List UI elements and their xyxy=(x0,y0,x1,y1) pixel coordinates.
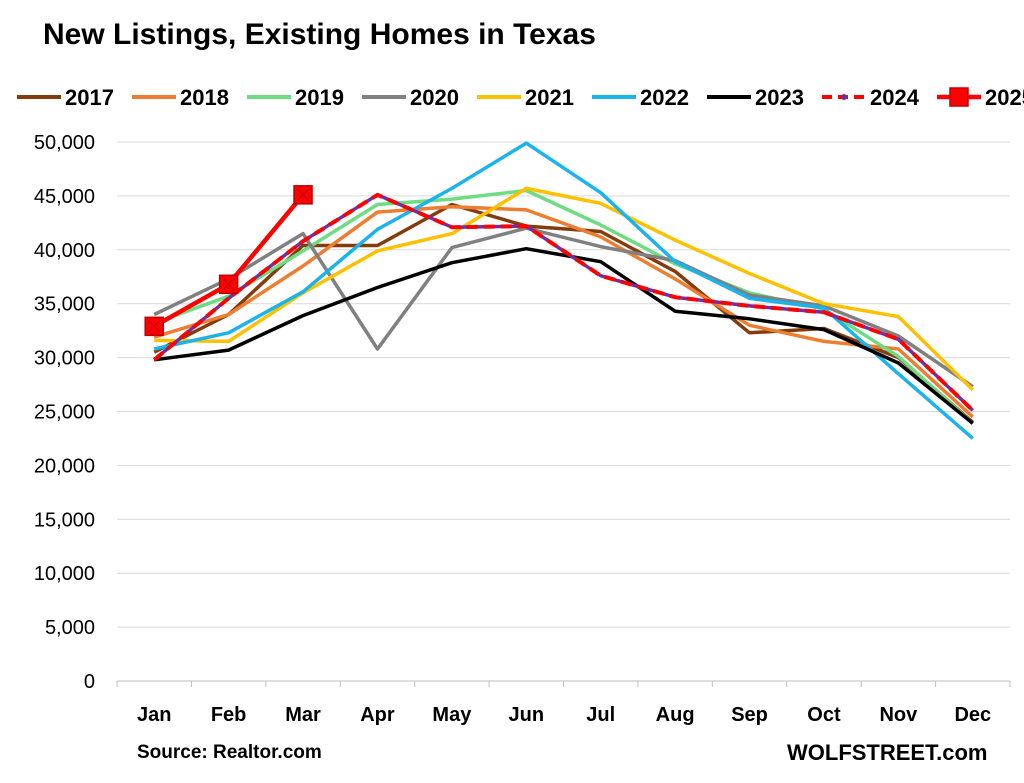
legend-item-2018: 2018 xyxy=(132,85,229,110)
series-line-2020 xyxy=(153,226,974,389)
data-point-2025-cross xyxy=(222,277,236,291)
y-tick-label: 5,000 xyxy=(45,617,95,639)
legend-label: 2021 xyxy=(525,85,574,110)
legend-label: 2017 xyxy=(65,85,114,110)
y-tick-label: 45,000 xyxy=(34,186,95,208)
x-tick-label: Oct xyxy=(807,704,841,726)
legend-marker-2025 xyxy=(949,87,969,107)
series-line-2024 xyxy=(152,192,975,412)
y-tick-label: 30,000 xyxy=(34,348,95,370)
legend-label: 2024 xyxy=(870,85,920,110)
x-tick-label: Nov xyxy=(879,704,918,726)
legend-label: 2019 xyxy=(295,85,344,110)
x-tick-label: Dec xyxy=(954,704,991,726)
source-note: Source: Realtor.com xyxy=(137,742,322,763)
x-tick-label: May xyxy=(432,704,472,726)
data-point-2025-cross xyxy=(147,319,161,333)
series-line-2023 xyxy=(153,246,974,425)
x-tick-label: Mar xyxy=(285,704,321,726)
legend-item-2025: 2025 xyxy=(937,85,1024,110)
legend-label: 2025 xyxy=(985,85,1024,110)
x-tick-label: Jun xyxy=(509,704,545,726)
brand-watermark: WOLFSTREET.com xyxy=(787,740,988,765)
y-tick-label: 35,000 xyxy=(34,294,95,316)
legend-item-2023: 2023 xyxy=(707,85,804,110)
x-tick-label: Aug xyxy=(656,704,695,726)
legend-item-2017: 2017 xyxy=(17,85,114,110)
y-tick-label: 20,000 xyxy=(34,455,95,477)
legend-label: 2018 xyxy=(180,85,229,110)
y-tick-label: 0 xyxy=(84,671,95,693)
series-line-2021 xyxy=(154,186,975,392)
legend-label: 2023 xyxy=(755,85,804,110)
legend-label: 2020 xyxy=(410,85,459,110)
series-line-2018 xyxy=(153,204,974,419)
y-tick-label: 15,000 xyxy=(34,509,95,531)
data-point-2025-cross xyxy=(296,188,310,202)
legend-item-2021: 2021 xyxy=(477,85,574,110)
legend-marker-2024 xyxy=(841,94,847,100)
y-tick-label: 40,000 xyxy=(34,240,95,262)
legend-item-2024: 2024 xyxy=(822,85,920,110)
x-tick-label: Jan xyxy=(137,704,171,726)
x-tick-label: Apr xyxy=(360,704,395,726)
y-tick-label: 10,000 xyxy=(34,563,95,585)
legend-item-2022: 2022 xyxy=(592,85,689,110)
x-tick-label: Sep xyxy=(731,704,768,726)
legend-label: 2022 xyxy=(640,85,689,110)
legend-item-2020: 2020 xyxy=(362,85,459,110)
y-tick-label: 50,000 xyxy=(34,132,95,154)
series-line-2022 xyxy=(153,141,974,440)
y-tick-label: 25,000 xyxy=(34,402,95,424)
x-tick-label: Jul xyxy=(586,704,615,726)
x-tick-label: Feb xyxy=(211,704,247,726)
legend-item-2019: 2019 xyxy=(247,85,344,110)
chart-title: New Listings, Existing Homes in Texas xyxy=(43,18,596,51)
